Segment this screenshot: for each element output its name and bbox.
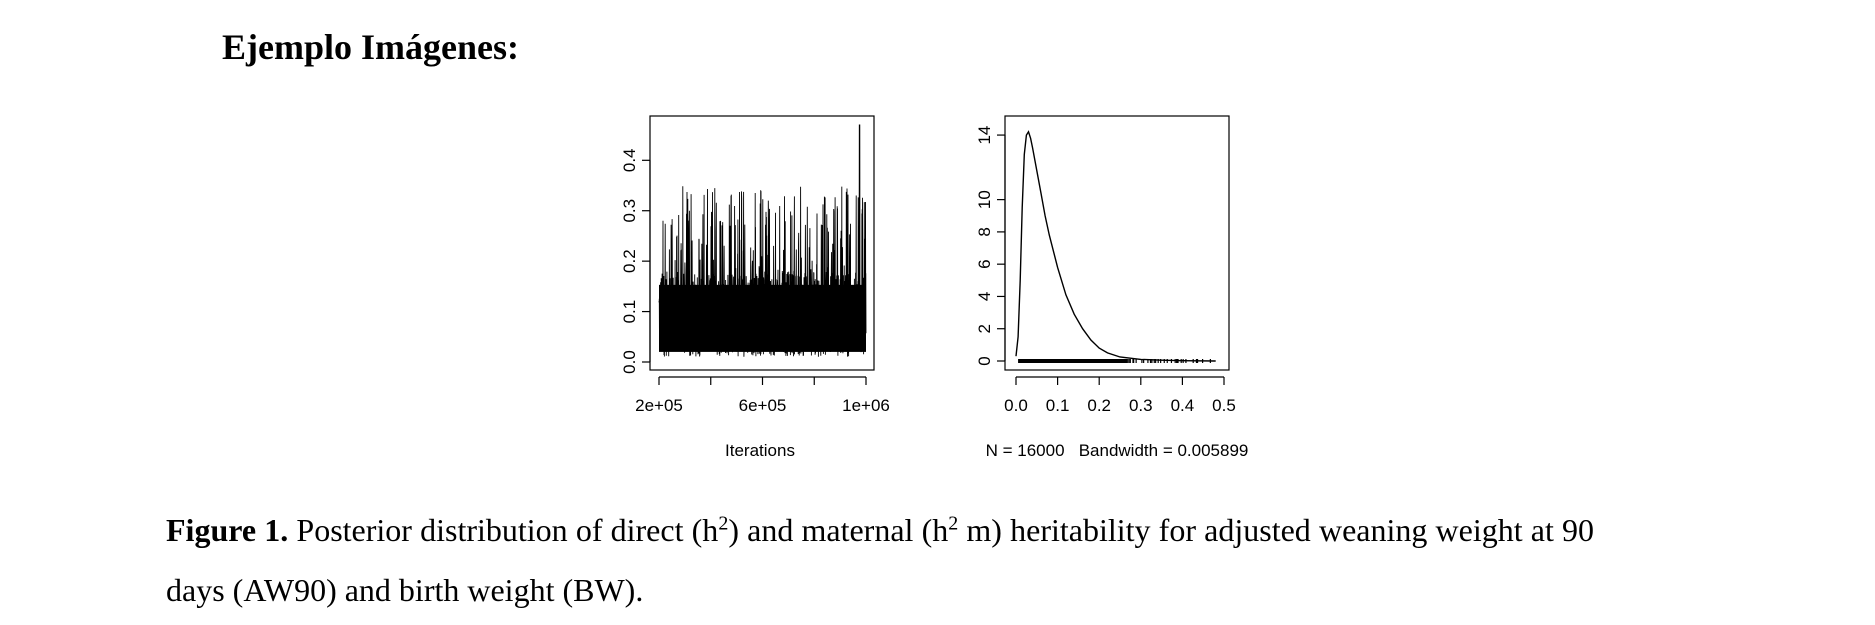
density-y-axis: 0 2 4 6 8 10 14 (975, 126, 1006, 366)
caption-text-1: Posterior distribution of direct (h (288, 512, 719, 548)
density-curve (1015, 130, 1216, 362)
section-heading: Ejemplo Imágenes: (222, 27, 519, 67)
figure-caption: Figure 1. Posterior distribution of dire… (166, 500, 1594, 620)
y-tick-label: 14 (975, 126, 994, 145)
y-tick-label: 0.2 (620, 249, 639, 273)
trace-x-axis: 2e+05 6e+05 1e+06 (635, 376, 890, 415)
caption-lead: Figure 1. (166, 512, 289, 548)
density-plot: 0.0 0.1 0.2 0.3 0.4 0.5 0 2 4 6 8 10 14 N = 16000 B… (975, 115, 1249, 460)
density-x-label: N = 16000 Bandwidth = 0.005899 (986, 441, 1249, 460)
trace-x-label: Iterations (725, 441, 795, 460)
caption-sup-1: 2 (718, 512, 729, 535)
x-tick-label: 0.0 (1004, 396, 1028, 415)
density-plot-frame (1004, 115, 1230, 371)
x-tick-label: 0.4 (1171, 396, 1195, 415)
y-tick-label: 4 (975, 292, 994, 301)
trace-plot: 2e+05 6e+05 1e+06 0.0 0.1 0.2 0.3 0.4 Iteratio… (620, 115, 890, 460)
y-tick-label: 0.1 (620, 300, 639, 324)
y-tick-label: 0.0 (620, 350, 639, 374)
caption-text-2: ) and maternal (h (728, 512, 949, 548)
x-tick-label: 1e+06 (842, 396, 890, 415)
trace-series (658, 124, 867, 357)
y-tick-label: 0.4 (620, 148, 639, 172)
x-tick-label: 0.2 (1087, 396, 1111, 415)
caption-text-3: m) heritability for adjusted weaning wei… (166, 512, 1595, 608)
y-tick-label: 8 (975, 227, 994, 236)
density-series (1015, 130, 1216, 363)
y-tick-label: 0.3 (620, 199, 639, 223)
y-tick-label: 10 (975, 190, 994, 209)
x-tick-label: 0.1 (1046, 396, 1070, 415)
x-tick-label: 2e+05 (635, 396, 683, 415)
trace-y-axis: 0.0 0.1 0.2 0.3 0.4 (620, 148, 651, 374)
caption-sup-2: 2 (948, 512, 959, 535)
density-x-axis: 0.0 0.1 0.2 0.3 0.4 0.5 (1004, 376, 1236, 415)
trace-dense-band (659, 284, 866, 352)
x-tick-label: 0.5 (1212, 396, 1236, 415)
y-tick-label: 6 (975, 259, 994, 268)
y-tick-label: 2 (975, 324, 994, 333)
x-tick-label: 0.3 (1129, 396, 1153, 415)
x-tick-label: 6e+05 (739, 396, 787, 415)
y-tick-label: 0 (975, 356, 994, 365)
